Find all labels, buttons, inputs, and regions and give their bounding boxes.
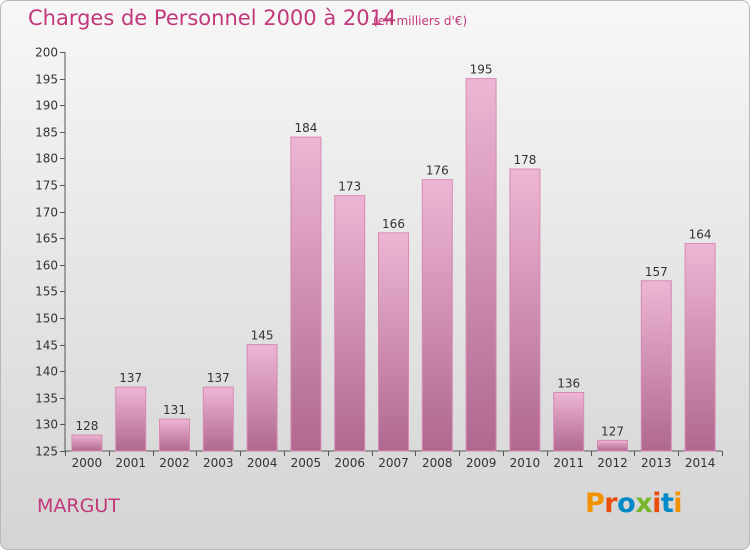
y-tick-label: 125 — [35, 445, 58, 459]
x-tick-label: 2014 — [685, 456, 716, 470]
x-tick-label: 2006 — [334, 456, 365, 470]
y-tick-label: 135 — [35, 392, 58, 406]
data-label: 137 — [207, 371, 230, 385]
logo-letter: t — [660, 488, 674, 519]
x-tick-label: 2007 — [378, 456, 409, 470]
bar — [509, 168, 541, 452]
y-tick-label: 200 — [35, 46, 58, 60]
x-tick-label: 2010 — [510, 456, 541, 470]
x-tick-label: 2004 — [247, 456, 278, 470]
y-tick-label: 160 — [35, 259, 58, 273]
data-label: 137 — [119, 371, 142, 385]
bar — [684, 243, 716, 452]
bar — [246, 344, 278, 452]
data-label: 128 — [75, 419, 98, 433]
commune-name: MARGUT — [37, 495, 120, 517]
data-label: 195 — [470, 63, 493, 77]
x-tick-label: 2000 — [72, 456, 103, 470]
x-tick-label: 2003 — [203, 456, 234, 470]
x-tick-label: 2008 — [422, 456, 453, 470]
x-tick-label: 2002 — [159, 456, 190, 470]
x-tick-label: 2009 — [466, 456, 497, 470]
bar — [597, 439, 628, 452]
logo-letter: r — [604, 488, 618, 519]
bar — [421, 179, 453, 452]
logo-letter: i — [673, 488, 683, 519]
bar — [71, 434, 103, 452]
proxiti-logo: Proxiti — [585, 488, 683, 519]
bar — [553, 391, 585, 452]
y-tick-label: 180 — [35, 152, 58, 166]
data-label: 176 — [426, 164, 449, 178]
data-label: 164 — [689, 228, 712, 242]
logo-letter: i — [652, 488, 661, 519]
y-tick-label: 140 — [35, 365, 58, 379]
x-tick-label: 2005 — [291, 456, 322, 470]
y-tick-label: 155 — [35, 285, 58, 299]
data-label: 178 — [513, 153, 536, 167]
y-tick-label: 185 — [35, 126, 58, 140]
bar — [290, 136, 322, 452]
data-label: 173 — [338, 180, 361, 194]
bar — [334, 195, 366, 452]
data-label: 157 — [645, 265, 668, 279]
data-label: 145 — [251, 329, 274, 343]
bar — [115, 386, 147, 452]
y-tick-label: 150 — [35, 312, 58, 326]
data-label: 127 — [601, 424, 624, 438]
data-label: 136 — [557, 376, 580, 390]
logo-letter: o — [617, 488, 636, 519]
data-label: 131 — [163, 403, 186, 417]
y-tick-label: 195 — [35, 73, 58, 87]
y-tick-label: 165 — [35, 232, 58, 246]
data-label: 166 — [382, 217, 405, 231]
bar — [378, 232, 409, 452]
bar — [159, 418, 190, 452]
y-tick-label: 190 — [35, 99, 58, 113]
bar — [465, 78, 497, 452]
y-tick-label: 170 — [35, 206, 58, 220]
logo-letter: P — [585, 488, 605, 519]
x-tick-label: 2001 — [115, 456, 146, 470]
data-label: 184 — [294, 121, 317, 135]
x-tick-label: 2011 — [553, 456, 584, 470]
chart-title: Charges de Personnel 2000 à 2014 — [28, 6, 397, 30]
bar — [202, 386, 234, 452]
y-tick-label: 175 — [35, 179, 58, 193]
logo-letter: x — [635, 488, 653, 519]
y-tick-label: 145 — [35, 339, 58, 353]
x-tick-label: 2012 — [597, 456, 628, 470]
y-tick-label: 130 — [35, 418, 58, 432]
x-tick-label: 2013 — [641, 456, 672, 470]
bar — [640, 280, 672, 452]
chart-subtitle: (en milliers d'€) — [373, 14, 468, 28]
